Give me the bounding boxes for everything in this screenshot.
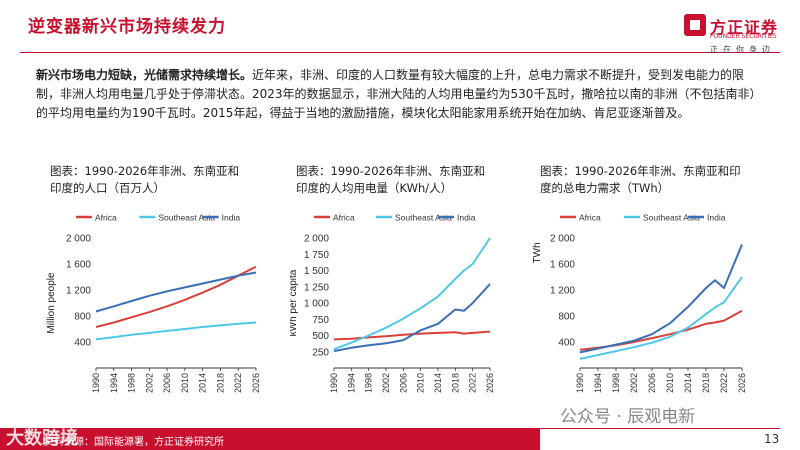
- x-tick-label: 2002: [629, 373, 639, 393]
- logo-slogan: 正在你身边: [710, 45, 775, 54]
- title-divider: [20, 52, 780, 53]
- series-line-southeast-asia: [95, 321, 257, 341]
- chart-2-title: 图表：1990-2026年非洲、东南亚和印度的人均用电量（KWh/人）: [296, 164, 486, 195]
- y-axis-label: kWh per capita: [290, 269, 299, 336]
- y-tick-label: 800: [74, 312, 91, 323]
- per-capita-chart: Africa Southeast Asia India 250 500 750 1 000 1…: [290, 213, 495, 394]
- y-tick-label: 800: [558, 312, 575, 323]
- x-tick-label: 2026: [485, 373, 495, 393]
- y-tick-label: 1 500: [304, 266, 329, 277]
- x-tick-label: 1994: [346, 373, 356, 393]
- series-line-africa: [579, 309, 743, 351]
- y-tick-label: 250: [312, 347, 329, 358]
- page-number: 13: [764, 432, 780, 446]
- x-tick-label: 2010: [416, 373, 426, 393]
- x-tick-label: 2010: [180, 373, 190, 393]
- x-tick-label: 2026: [251, 373, 261, 393]
- series-line-southeast-asia: [579, 276, 743, 360]
- footer-bar: [0, 428, 540, 450]
- chart-3-title: 图表：1990-2026年非洲、东南亚和印度的总电力需求（TWh）: [540, 164, 741, 195]
- source-note: 资料来源：国际能源署，方正证券研究所: [44, 437, 224, 448]
- slide-title: 逆变器新兴市场持续发力: [28, 17, 226, 37]
- chart-1-title: 图表：1990-2026年非洲、东南亚和印度的人口（百万人）: [50, 164, 240, 195]
- total-demand-chart: Africa Southeast Asia India 400 800 1 200 1 60…: [532, 213, 747, 394]
- x-tick-label: 2002: [144, 373, 154, 393]
- x-tick-label: 1994: [593, 373, 603, 393]
- y-tick-label: 1 000: [304, 299, 329, 310]
- series-line-india: [95, 271, 257, 313]
- watermark-right: 公众号 · 辰观电新: [560, 407, 696, 427]
- x-tick-label: 2006: [647, 373, 657, 393]
- x-tick-label: 1998: [611, 373, 621, 393]
- legend-label-india: India: [457, 213, 476, 223]
- x-tick-label: 2018: [701, 373, 711, 393]
- x-tick-label: 2014: [198, 373, 208, 393]
- x-tick-label: 2022: [719, 373, 729, 393]
- legend-label-southeast-asia: Southeast Asia: [643, 213, 700, 223]
- y-tick-label: 500: [312, 331, 329, 342]
- legend-label-india: India: [222, 213, 241, 223]
- x-tick-label: 2006: [398, 373, 408, 393]
- x-tick-label: 2022: [468, 373, 478, 393]
- x-tick-label: 1990: [91, 373, 101, 393]
- x-tick-label: 1998: [127, 373, 137, 393]
- legend-label-africa: Africa: [95, 213, 117, 223]
- y-tick-label: 750: [312, 315, 329, 326]
- y-axis-label: TWh: [532, 242, 543, 263]
- series-line-india: [333, 283, 491, 353]
- y-tick-label: 2 000: [550, 234, 575, 245]
- x-tick-label: 2014: [683, 373, 693, 393]
- y-tick-label: 2 000: [66, 234, 91, 245]
- y-tick-label: 1 200: [66, 286, 91, 297]
- intro-paragraph: 新兴市场电力短缺，光储需求持续增长。近年来，非洲、印度的人口数量有较大幅度的上升…: [36, 66, 766, 123]
- x-tick-label: 2010: [665, 373, 675, 393]
- x-tick-label: 2018: [215, 373, 225, 393]
- logo-name-en: FOUNDER SECURITIES: [710, 33, 777, 40]
- y-tick-label: 1 600: [550, 260, 575, 271]
- series-line-india: [579, 244, 743, 354]
- logo-name-cn: 方正证券: [710, 18, 779, 37]
- y-tick-label: 1 600: [66, 260, 91, 271]
- x-tick-label: 1990: [575, 373, 585, 393]
- population-chart: Africa Southeast Asia India 400 800 1 200 1 60…: [46, 213, 261, 394]
- y-tick-label: 1 200: [550, 286, 575, 297]
- logo-icon: [684, 14, 706, 36]
- legend-label-southeast-asia: Southeast Asia: [395, 213, 452, 223]
- watermark-left: 大数跨境: [6, 428, 78, 449]
- x-tick-label: 2014: [433, 373, 443, 393]
- y-tick-label: 1 250: [304, 282, 329, 293]
- series-line-africa: [95, 265, 257, 328]
- y-tick-label: 400: [74, 338, 91, 349]
- x-tick-label: 1998: [364, 373, 374, 393]
- legend-label-africa: Africa: [579, 213, 601, 223]
- y-axis-label: Million people: [46, 272, 57, 334]
- x-tick-label: 2018: [450, 373, 460, 393]
- intro-lead: 新兴市场电力短缺，光储需求持续增长。: [36, 68, 253, 82]
- x-tick-label: 2022: [233, 373, 243, 393]
- x-tick-label: 1990: [329, 373, 339, 393]
- series-line-southeast-asia: [333, 237, 491, 351]
- x-tick-label: 2006: [162, 373, 172, 393]
- intro-body: 近年来，非洲、印度的人口数量有较大幅度的上升，总电力需求不断提升，受到发电能力的…: [36, 68, 762, 120]
- x-tick-label: 1994: [109, 373, 119, 393]
- company-logo: 方正证券 FOUNDER SECURITIES 正在你身边: [684, 14, 784, 58]
- legend-label-southeast-asia: Southeast Asia: [158, 213, 215, 223]
- x-tick-label: 2026: [737, 373, 747, 393]
- x-tick-label: 2002: [381, 373, 391, 393]
- legend-label-africa: Africa: [333, 213, 355, 223]
- y-tick-label: 1 750: [304, 250, 329, 261]
- legend-label-india: India: [707, 213, 726, 223]
- y-tick-label: 2 000: [304, 234, 329, 245]
- y-tick-label: 400: [558, 338, 575, 349]
